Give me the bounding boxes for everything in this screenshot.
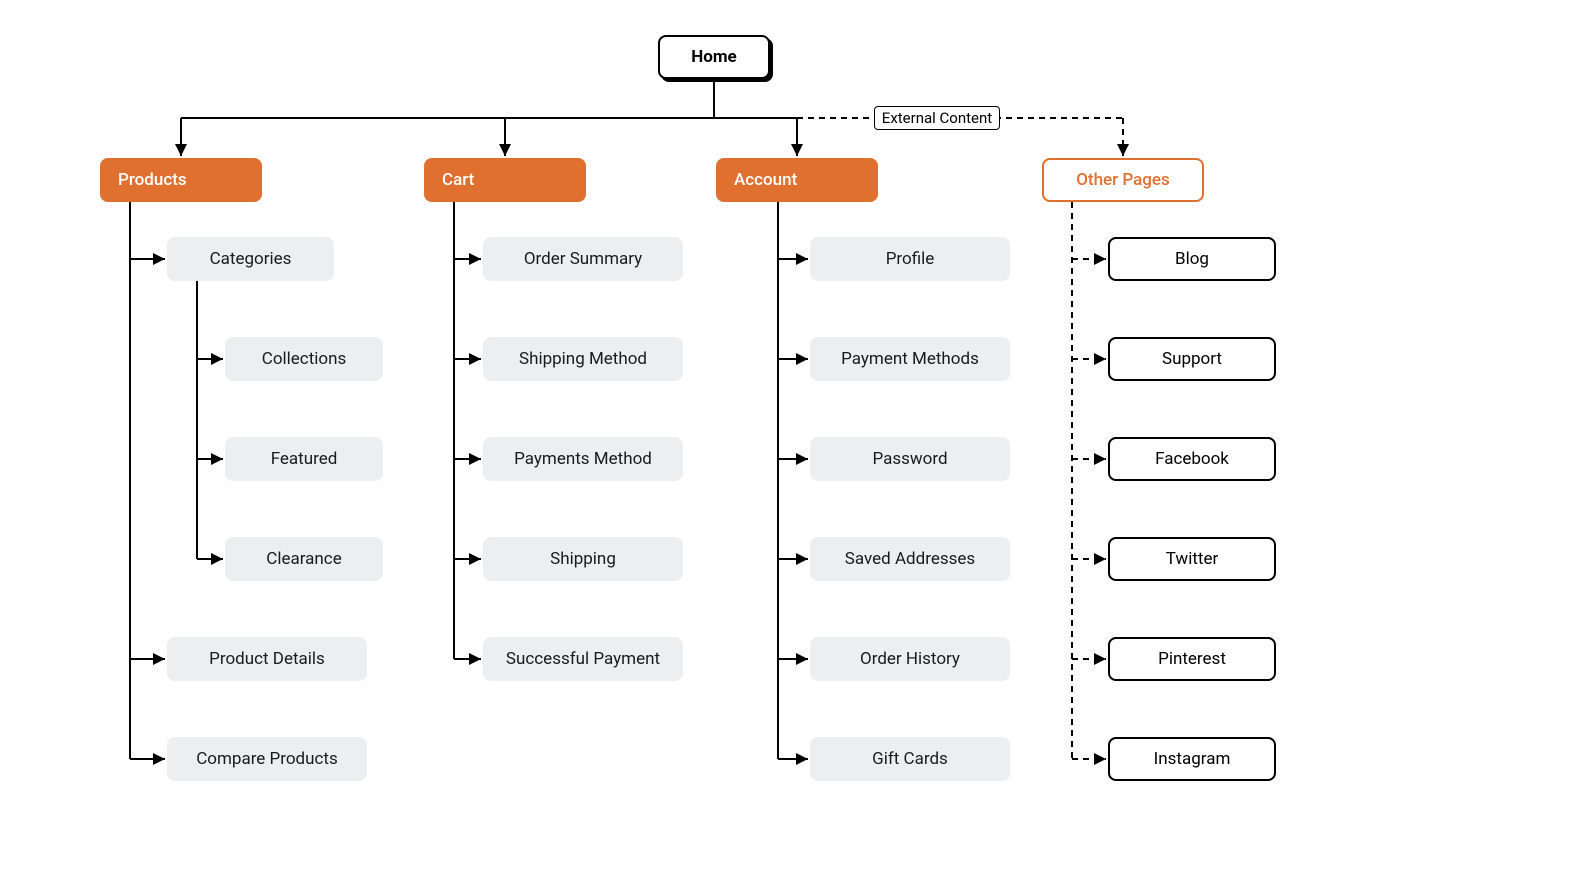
node-label-collections: Collections <box>262 349 347 369</box>
node-shipping-method: Shipping Method <box>483 337 683 381</box>
node-successful-payment: Successful Payment <box>483 637 683 681</box>
node-label-other-pages: Other Pages <box>1076 170 1170 190</box>
node-label-compare-products: Compare Products <box>196 749 338 769</box>
node-payment-methods: Payment Methods <box>810 337 1010 381</box>
node-home: Home <box>658 35 770 79</box>
node-label-profile: Profile <box>886 249 935 269</box>
node-profile: Profile <box>810 237 1010 281</box>
node-label-product-details: Product Details <box>209 649 325 669</box>
node-collections: Collections <box>225 337 383 381</box>
node-label-order-history: Order History <box>860 649 960 669</box>
node-twitter: Twitter <box>1108 537 1276 581</box>
node-label-order-summary: Order Summary <box>524 249 642 269</box>
node-cart: Cart <box>424 158 586 202</box>
edge-label-external-content: External Content <box>874 106 1000 130</box>
node-label-shipping: Shipping <box>550 549 616 569</box>
node-clearance: Clearance <box>225 537 383 581</box>
node-label-support: Support <box>1162 349 1222 369</box>
node-account: Account <box>716 158 878 202</box>
node-products: Products <box>100 158 262 202</box>
node-compare-products: Compare Products <box>167 737 367 781</box>
edge-label-text: External Content <box>882 109 992 127</box>
node-order-summary: Order Summary <box>483 237 683 281</box>
node-label-instagram: Instagram <box>1154 749 1231 769</box>
node-gift-cards: Gift Cards <box>810 737 1010 781</box>
node-support: Support <box>1108 337 1276 381</box>
node-saved-addresses: Saved Addresses <box>810 537 1010 581</box>
node-shipping: Shipping <box>483 537 683 581</box>
node-label-account: Account <box>734 170 797 190</box>
node-label-saved-addresses: Saved Addresses <box>845 549 975 569</box>
node-label-home: Home <box>691 47 737 67</box>
node-label-password: Password <box>872 449 947 469</box>
sitemap-diagram: Home Products Categories Collections Feature… <box>0 0 1580 894</box>
node-label-blog: Blog <box>1175 249 1209 269</box>
node-label-payment-methods: Payment Methods <box>841 349 979 369</box>
node-label-successful-payment: Successful Payment <box>506 649 660 669</box>
node-label-gift-cards: Gift Cards <box>872 749 948 769</box>
node-categories: Categories <box>167 237 334 281</box>
node-instagram: Instagram <box>1108 737 1276 781</box>
node-product-details: Product Details <box>167 637 367 681</box>
node-pinterest: Pinterest <box>1108 637 1276 681</box>
node-password: Password <box>810 437 1010 481</box>
node-label-twitter: Twitter <box>1166 549 1218 569</box>
node-label-payments-method: Payments Method <box>514 449 652 469</box>
node-featured: Featured <box>225 437 383 481</box>
node-label-categories: Categories <box>210 249 292 269</box>
node-label-cart: Cart <box>442 170 474 190</box>
node-blog: Blog <box>1108 237 1276 281</box>
node-label-pinterest: Pinterest <box>1158 649 1226 669</box>
node-other-pages: Other Pages <box>1042 158 1204 202</box>
node-label-facebook: Facebook <box>1155 449 1229 469</box>
node-order-history: Order History <box>810 637 1010 681</box>
node-payments-method: Payments Method <box>483 437 683 481</box>
node-label-featured: Featured <box>271 449 338 469</box>
node-label-shipping-method: Shipping Method <box>519 349 647 369</box>
node-label-clearance: Clearance <box>266 549 341 569</box>
node-label-products: Products <box>118 170 187 190</box>
node-facebook: Facebook <box>1108 437 1276 481</box>
